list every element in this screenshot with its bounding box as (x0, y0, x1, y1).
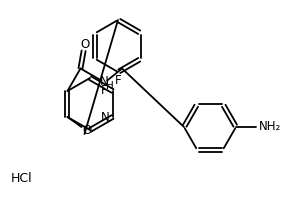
Text: O: O (83, 124, 92, 136)
Text: NH₂: NH₂ (259, 121, 281, 134)
Text: F: F (115, 74, 121, 88)
Text: HCl: HCl (11, 172, 33, 186)
Text: O: O (80, 38, 89, 51)
Text: H: H (106, 82, 114, 92)
Text: F: F (101, 84, 108, 97)
Text: N: N (100, 75, 109, 88)
Text: N: N (101, 111, 110, 124)
